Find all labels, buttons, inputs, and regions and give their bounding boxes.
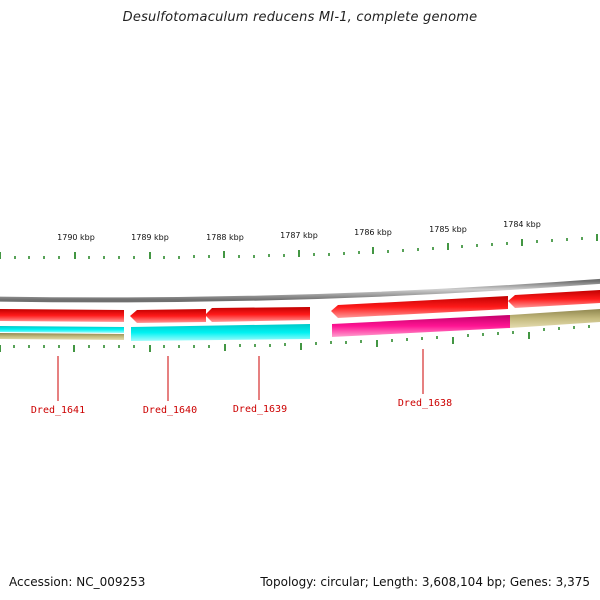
- cds-arrow: [205, 307, 310, 322]
- upper-major-ticks: [0, 234, 598, 259]
- cds-arrow: [508, 290, 600, 308]
- kbp-label: 1788 kbp: [206, 233, 244, 242]
- kbp-label: 1784 kbp: [503, 220, 541, 229]
- lower-minor-ticks: [13, 325, 590, 348]
- kbp-label: 1789 kbp: [131, 233, 169, 242]
- map-title: Desulfotomaculum reducens MI-1, complete…: [122, 10, 478, 25]
- kbp-label: 1785 kbp: [429, 225, 467, 234]
- cog-segment: [332, 315, 510, 337]
- lower-major-ticks: [0, 332, 530, 352]
- cog-segment: [510, 309, 600, 328]
- gene-label-dred-1641[interactable]: Dred_1641: [31, 405, 85, 416]
- kbp-label: 1786 kbp: [354, 228, 392, 237]
- cog-segment: [131, 324, 310, 341]
- cds-arrow: [331, 296, 508, 318]
- cds-arrow: [0, 309, 124, 322]
- kbp-label: 1787 kbp: [280, 231, 318, 240]
- gene-label-dred-1638[interactable]: Dred_1638: [398, 398, 452, 409]
- genome-backbone: [0, 278, 600, 303]
- accession-label: Accession: NC_009253: [9, 575, 146, 589]
- gene-label-dred-1639[interactable]: Dred_1639: [233, 404, 287, 415]
- cds-arrow: [130, 309, 206, 323]
- gene-leader-lines: [57, 349, 424, 401]
- cog-segment: [0, 333, 124, 340]
- upper-minor-ticks: [14, 237, 583, 259]
- kbp-label: 1790 kbp: [57, 233, 95, 242]
- genome-stats-label: Topology: circular; Length: 3,608,104 bp…: [260, 575, 590, 589]
- cog-segment: [0, 326, 124, 333]
- gene-label-dred-1640[interactable]: Dred_1640: [143, 405, 197, 416]
